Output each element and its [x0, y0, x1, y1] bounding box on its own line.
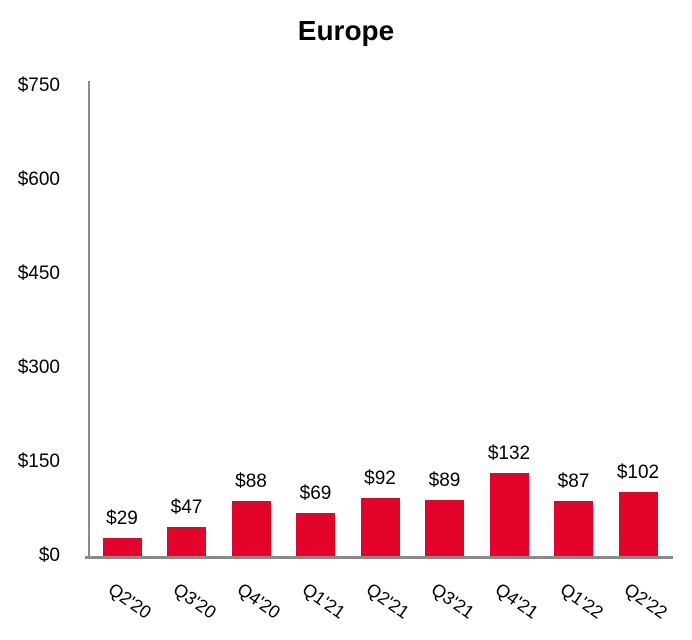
- bar: [425, 500, 464, 556]
- x-tick-label: Q4'21: [491, 579, 542, 623]
- bar-value-label: $87: [557, 471, 590, 492]
- bar-value-label: $29: [106, 508, 138, 529]
- bar-value-label: $132: [487, 443, 531, 464]
- bar: [296, 513, 335, 556]
- x-axis: [85, 556, 673, 559]
- bar-value-label: $89: [428, 470, 461, 491]
- y-tick-label: $450: [17, 263, 60, 284]
- bar-value-label: $92: [364, 468, 396, 489]
- bar: [360, 498, 400, 556]
- bar: [102, 538, 142, 556]
- x-tick-label: Q2'21: [362, 579, 413, 623]
- x-tick-label: Q4'20: [233, 579, 284, 623]
- y-axis: [88, 81, 90, 557]
- y-tick-label: $150: [17, 451, 60, 472]
- bar: [489, 473, 529, 556]
- x-tick-label: Q2'22: [620, 579, 671, 623]
- x-tick-label: Q2'20: [104, 579, 155, 623]
- bar: [554, 501, 593, 556]
- bar-value-label: $69: [299, 483, 332, 504]
- x-tick-label: Q1'21: [298, 579, 349, 623]
- bar: [618, 492, 658, 556]
- y-tick-label: $300: [17, 357, 60, 378]
- x-tick-label: Q3'20: [169, 579, 220, 623]
- x-tick-label: Q3'21: [427, 579, 478, 623]
- y-tick-label: $600: [17, 169, 60, 190]
- bar: [167, 527, 206, 556]
- bar-value-label: $102: [616, 462, 660, 483]
- bar: [231, 501, 271, 556]
- x-tick-label: Q1'22: [556, 579, 607, 623]
- y-tick-label: $750: [17, 75, 60, 96]
- y-tick-label: $0: [38, 545, 60, 566]
- bar-value-label: $88: [235, 471, 267, 492]
- bar-value-label: $47: [170, 497, 203, 518]
- chart-title: Europe: [297, 15, 395, 46]
